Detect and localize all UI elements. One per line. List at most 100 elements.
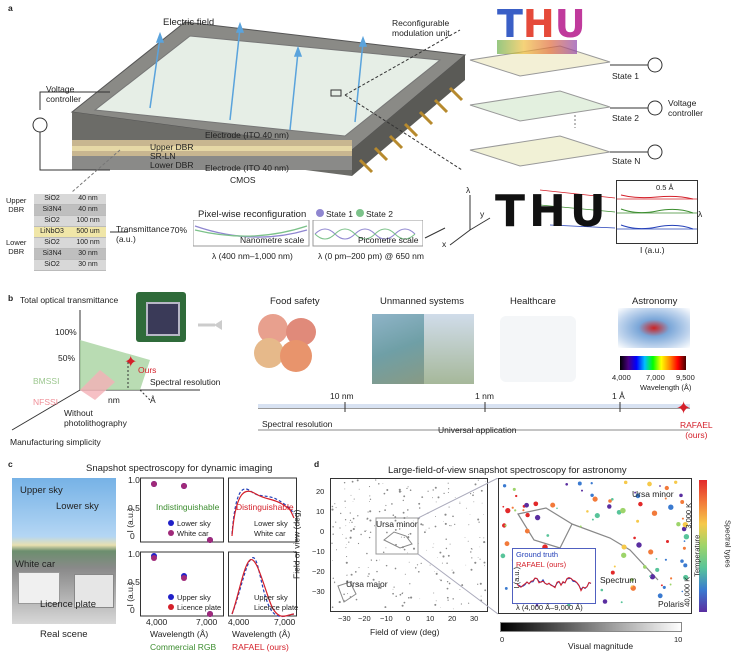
d-x-20: 20	[448, 614, 457, 623]
y-tick-bot-05: 0.5	[128, 577, 140, 587]
star-dot	[368, 501, 370, 503]
star-dot	[366, 552, 368, 555]
star-dot	[345, 525, 347, 527]
star-dot	[447, 554, 450, 557]
star-dot	[364, 530, 366, 533]
rafael-ours-c: RAFAEL (ours)	[232, 642, 289, 652]
star-dot	[409, 583, 411, 585]
star-dot	[406, 488, 407, 489]
star-dot	[395, 543, 397, 546]
star-dot	[346, 574, 348, 576]
star-dot	[376, 570, 378, 573]
app-unmanned: Unmanned systems	[380, 296, 464, 307]
star-dot	[335, 549, 338, 551]
star-dot	[351, 585, 354, 588]
ursa-minor-left: Ursa minor	[376, 519, 418, 529]
star-dot	[483, 514, 484, 515]
d-y-20: 20	[316, 487, 325, 496]
star-dot	[350, 494, 352, 496]
star-dot	[630, 578, 634, 582]
star-dot	[683, 540, 686, 542]
star-dot	[592, 496, 598, 502]
star-dot	[470, 568, 473, 571]
axis-lambda: λ	[466, 185, 471, 195]
star-dot	[352, 517, 355, 520]
inset-lambda: λ	[698, 209, 703, 219]
star-dot	[382, 551, 385, 554]
panel-a-label: a	[8, 3, 13, 13]
layer-material: SiO2	[44, 261, 60, 268]
rgb-dot	[181, 483, 187, 489]
star-dot	[670, 577, 673, 580]
star-dot	[404, 573, 406, 575]
lower-dbr-side: Lower DBR	[6, 238, 27, 256]
star-dot	[367, 566, 369, 568]
transmittance-label: Transmittance (a.u.)	[116, 224, 170, 245]
star-dot	[502, 505, 505, 508]
star-dot	[479, 537, 481, 538]
star-dot	[447, 491, 449, 494]
d-x-m20: −20	[358, 614, 371, 623]
star-dot	[379, 559, 381, 561]
panel-c-title: Snapshot spectroscopy for dynamic imagin…	[86, 463, 273, 474]
star-dot	[577, 481, 582, 486]
star-dot	[350, 573, 353, 576]
star-dot	[349, 519, 352, 522]
star-dot	[332, 526, 334, 528]
legend-state2: State 2	[366, 209, 393, 219]
star-dot	[395, 595, 397, 597]
star-dot	[484, 589, 487, 592]
star-dot	[668, 504, 674, 510]
star-dot	[368, 573, 370, 575]
star-dot	[591, 518, 594, 521]
d-inset-xlabel: λ (4,000 Å–9,000 Å)	[516, 603, 583, 612]
star-dot	[334, 503, 336, 505]
star-dot	[407, 536, 410, 539]
star-dot	[346, 580, 349, 583]
star-dot	[680, 559, 684, 563]
star-dot	[505, 507, 511, 514]
star-dot	[683, 574, 689, 581]
rgb-x-7000: 7,000	[196, 617, 218, 627]
star-dot	[481, 502, 483, 504]
star-dot	[375, 559, 378, 562]
star-dot	[446, 596, 449, 599]
c-ylabel-top: I (a.u.)	[125, 507, 136, 533]
star-dot	[344, 519, 347, 521]
star-dot	[470, 551, 472, 553]
lower-dbr-label: Lower DBR	[150, 160, 194, 170]
star-dot	[477, 479, 479, 481]
star-dot	[620, 601, 623, 604]
universal-application: Universal application	[438, 425, 517, 435]
star-dot	[444, 522, 447, 525]
star-dot	[474, 483, 477, 486]
star-dot	[354, 571, 357, 573]
upper-dbr-side: Upper DBR	[6, 196, 27, 214]
thu-colored-letters: THU	[497, 2, 586, 46]
star-dot	[565, 482, 569, 486]
temperature-label: Temperature	[692, 534, 702, 577]
spectral-resolution-bar: Spectral resolution	[262, 419, 333, 429]
star-dot	[409, 489, 412, 491]
star-dot	[368, 486, 371, 488]
star-dot	[367, 511, 369, 513]
star-dot	[444, 513, 447, 516]
star-dot	[398, 490, 401, 493]
star-dot	[647, 481, 652, 487]
vm-0: 0	[500, 635, 505, 644]
legend-licence-plate: Licence plate	[177, 603, 222, 612]
layer-row: SiO2 30 nm	[34, 260, 106, 271]
panel-d-label: d	[314, 459, 320, 469]
star-dot	[442, 555, 445, 558]
star-dot	[372, 578, 375, 581]
star-dot	[440, 579, 442, 582]
star-dot	[393, 586, 395, 588]
star-dot	[407, 534, 409, 535]
star-dot	[534, 514, 541, 521]
star-dot	[369, 519, 372, 522]
raf-legend-lower-sky: Lower sky	[254, 519, 288, 528]
star-dot	[432, 497, 433, 499]
star-dot	[408, 561, 410, 563]
star-dot	[468, 524, 470, 526]
star-dot	[340, 512, 342, 515]
